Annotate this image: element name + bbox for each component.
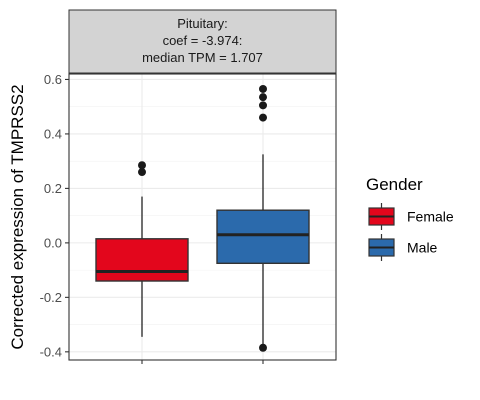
box-body bbox=[95, 238, 189, 282]
y-tick-label: 0.0 bbox=[44, 235, 62, 250]
legend-label: Female bbox=[407, 209, 454, 225]
y-tick-label: 0.2 bbox=[44, 181, 62, 196]
outlier-point bbox=[138, 168, 146, 177]
y-tick-label: 0.4 bbox=[44, 126, 62, 141]
facet-strip: Pituitary: coef = -3.974: median TPM = 1… bbox=[68, 9, 337, 74]
legend-label: Male bbox=[407, 240, 438, 256]
y-tick-label: 0.6 bbox=[44, 72, 62, 87]
y-axis-label: Corrected expression of TMPRSS2 bbox=[8, 84, 27, 349]
box-female bbox=[95, 161, 189, 337]
panel-border bbox=[68, 73, 337, 361]
facet-title-line-3: median TPM = 1.707 bbox=[142, 50, 263, 65]
facet-strip-background bbox=[68, 9, 337, 74]
legend-item-male: Male bbox=[368, 234, 438, 261]
y-tick-label: -0.2 bbox=[40, 290, 62, 305]
outlier-point bbox=[259, 84, 267, 93]
y-tick-label: -0.4 bbox=[40, 344, 62, 359]
facet-title-line-2: coef = -3.974: bbox=[163, 33, 243, 48]
outlier-point bbox=[259, 101, 267, 110]
facet-title-line-1: Pituitary: bbox=[177, 16, 228, 31]
outlier-point bbox=[259, 93, 267, 102]
outlier-point bbox=[138, 161, 146, 170]
box-body bbox=[216, 209, 310, 265]
outlier-point bbox=[259, 113, 267, 122]
legend-title: Gender bbox=[366, 175, 423, 194]
legend: Gender Female Male bbox=[366, 175, 454, 261]
plot-panel: -0.4 -0.2 0.0 0.2 0.4 0.6 bbox=[40, 72, 337, 364]
legend-item-female: Female bbox=[368, 203, 454, 230]
outlier-point bbox=[259, 343, 267, 352]
box-male bbox=[216, 84, 310, 352]
